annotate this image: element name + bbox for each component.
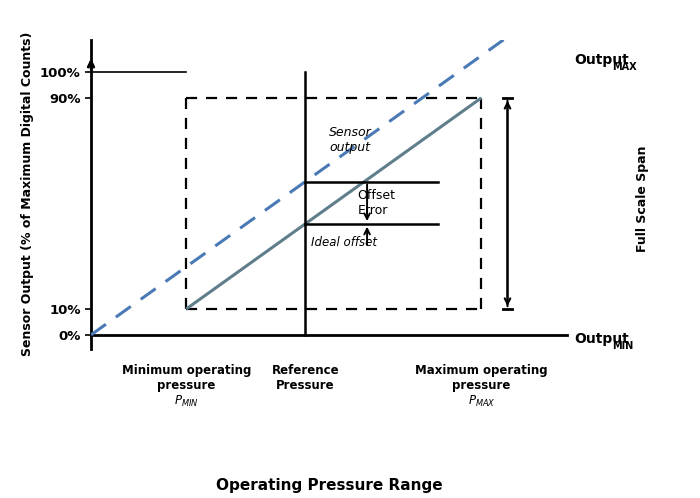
Text: Full Scale Span: Full Scale Span (636, 146, 649, 252)
Y-axis label: Sensor Output (% of Maximum Digital Counts): Sensor Output (% of Maximum Digital Coun… (21, 32, 34, 357)
Text: Ideal offset: Ideal offset (311, 236, 377, 249)
Text: Operating Pressure Range: Operating Pressure Range (216, 478, 442, 493)
Text: Sensor
output: Sensor output (329, 126, 372, 154)
Text: Minimum operating
pressure
$P_{MIN}$: Minimum operating pressure $P_{MIN}$ (122, 364, 251, 409)
Text: MIN: MIN (612, 341, 634, 351)
Text: Output: Output (574, 53, 629, 67)
Text: MAX: MAX (612, 62, 637, 72)
Text: Reference
Pressure: Reference Pressure (272, 364, 339, 391)
Text: Maximum operating
pressure
$P_{MAX}$: Maximum operating pressure $P_{MAX}$ (415, 364, 547, 409)
Text: Output: Output (574, 332, 629, 346)
Text: Offset
Error: Offset Error (358, 189, 395, 217)
